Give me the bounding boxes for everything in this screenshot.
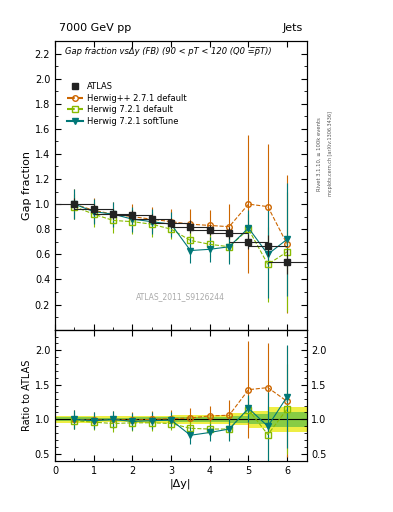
X-axis label: |Δy|: |Δy| [170, 478, 191, 489]
Legend: ATLAS, Herwig++ 2.7.1 default, Herwig 7.2.1 default, Herwig 7.2.1 softTune: ATLAS, Herwig++ 2.7.1 default, Herwig 7.… [64, 80, 189, 129]
Y-axis label: Gap fraction: Gap fraction [22, 151, 32, 220]
Text: mcplots.cern.ch [arXiv:1306.3436]: mcplots.cern.ch [arXiv:1306.3436] [328, 111, 333, 196]
Y-axis label: Ratio to ATLAS: Ratio to ATLAS [22, 359, 32, 431]
Text: 7000 GeV pp: 7000 GeV pp [59, 23, 131, 33]
Text: Gap fraction vsΔy (FB) (90 < pT < 120 (Q0 =̅p̅̅T)): Gap fraction vsΔy (FB) (90 < pT < 120 (Q… [65, 47, 272, 56]
Text: ATLAS_2011_S9126244: ATLAS_2011_S9126244 [136, 292, 225, 301]
Text: Jets: Jets [282, 23, 303, 33]
Text: Rivet 3.1.10, ≥ 100k events: Rivet 3.1.10, ≥ 100k events [316, 117, 321, 190]
